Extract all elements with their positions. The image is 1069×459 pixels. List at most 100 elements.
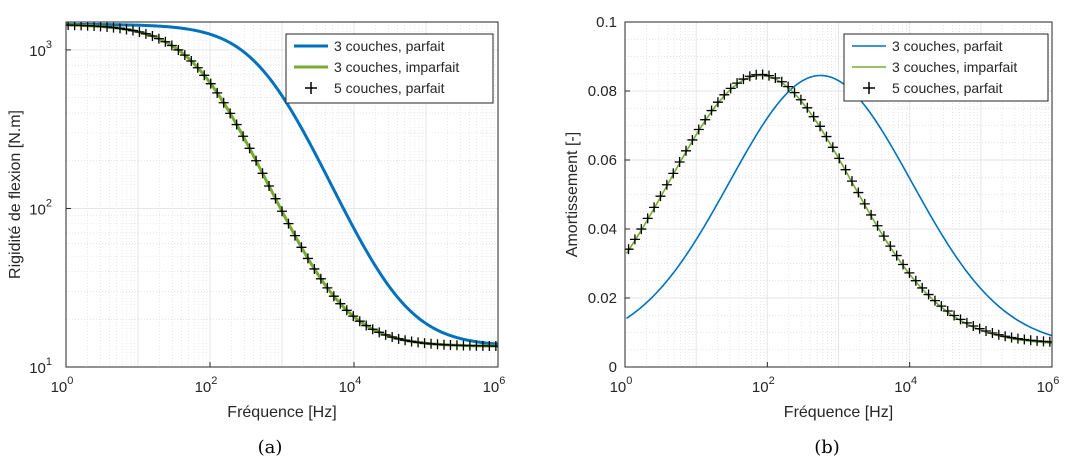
data-point [413, 337, 424, 348]
data-point [1044, 336, 1052, 347]
data-point [840, 164, 851, 175]
data-point [192, 62, 203, 73]
data-point [1019, 334, 1030, 345]
data-point [757, 69, 768, 80]
data-point [859, 198, 870, 209]
series-markers-3 [66, 22, 498, 352]
data-point [674, 156, 685, 167]
data-point [205, 78, 216, 89]
data-point [712, 97, 723, 108]
data-point [770, 73, 781, 84]
series-group [625, 69, 1052, 347]
data-point [929, 295, 940, 306]
data-point [808, 111, 819, 122]
y-tick-label: 103 [29, 39, 52, 60]
data-point [987, 328, 998, 339]
data-point [140, 28, 151, 39]
data-point [700, 114, 711, 125]
data-point [289, 230, 300, 241]
data-point [108, 22, 119, 33]
data-point [348, 311, 359, 322]
x-tick-label: 102 [195, 375, 218, 396]
data-point [693, 124, 704, 135]
data-point [961, 317, 972, 328]
data-point [917, 282, 928, 293]
data-point [904, 267, 915, 278]
legend-label-2: 3 couches, imparfait [892, 59, 1017, 75]
data-point [821, 131, 832, 142]
data-point [923, 289, 934, 300]
x-axis-label: Fréquence [Hz] [784, 404, 893, 421]
y-tick-label: 0.08 [588, 83, 617, 100]
data-point [866, 209, 877, 220]
y-tick-label: 101 [29, 356, 52, 377]
data-point [834, 153, 845, 164]
data-point [795, 94, 806, 105]
data-point [315, 273, 326, 284]
y-axis-label: Amortissement [-] [564, 132, 581, 257]
data-point [264, 180, 275, 191]
legend: 3 couches, parfait 3 couches, imparfait 5 … [285, 33, 494, 104]
series-line-1 [66, 22, 498, 346]
data-point [179, 50, 190, 61]
y-tick-label: 0.04 [588, 221, 617, 238]
data-point [270, 193, 281, 204]
data-point [322, 282, 333, 293]
data-point [687, 134, 698, 145]
data-point [277, 206, 287, 217]
data-point [636, 224, 647, 235]
panel-label: (b) [814, 437, 840, 458]
data-point [251, 155, 262, 166]
data-point [147, 30, 158, 41]
axes-box [65, 21, 499, 368]
data-point [225, 108, 236, 119]
data-point [763, 70, 774, 81]
data-point [367, 324, 378, 335]
x-tick-label: 104 [339, 375, 362, 396]
legend-label-1: 3 couches, parfait [892, 38, 1003, 54]
axes-box [624, 21, 1053, 368]
data-point [642, 213, 653, 224]
data-point [891, 250, 902, 261]
data-point [186, 56, 197, 67]
data-point [380, 329, 391, 340]
data-point [968, 320, 979, 331]
data-point [490, 341, 498, 352]
data-point [885, 241, 896, 252]
data-point [244, 143, 255, 154]
data-point [827, 142, 838, 153]
legend-label-2: 3 couches, imparfait [334, 59, 459, 75]
y-tick-label: 0.1 [596, 14, 617, 31]
data-point [744, 71, 755, 82]
data-point [166, 40, 177, 51]
legend-swatch-3 [863, 82, 875, 94]
x-tick-label: 100 [610, 375, 633, 396]
panel-label: (a) [258, 437, 283, 458]
data-point [374, 327, 385, 338]
data-point [393, 333, 404, 344]
x-tick-label: 104 [894, 375, 917, 396]
data-point [776, 76, 787, 87]
data-point [341, 305, 352, 316]
data-point [361, 320, 372, 331]
data-point [335, 298, 346, 309]
data-point [1012, 333, 1023, 344]
data-point [218, 97, 229, 108]
data-point [238, 131, 249, 142]
data-point [629, 234, 640, 245]
x-tick-label: 106 [1037, 375, 1060, 396]
data-point [115, 23, 125, 34]
data-point [706, 105, 717, 116]
data-point [949, 310, 960, 321]
y-tick-label: 0.02 [588, 290, 617, 307]
data-point [328, 291, 339, 302]
y-tick-label: 0 [609, 359, 617, 376]
data-point [878, 231, 889, 242]
data-point [134, 27, 145, 38]
x-tick-label: 100 [51, 375, 74, 396]
y-tick-label: 102 [29, 197, 52, 218]
data-point [668, 168, 679, 179]
data-point [283, 218, 294, 229]
data-point [936, 301, 947, 312]
series-group [66, 22, 498, 352]
